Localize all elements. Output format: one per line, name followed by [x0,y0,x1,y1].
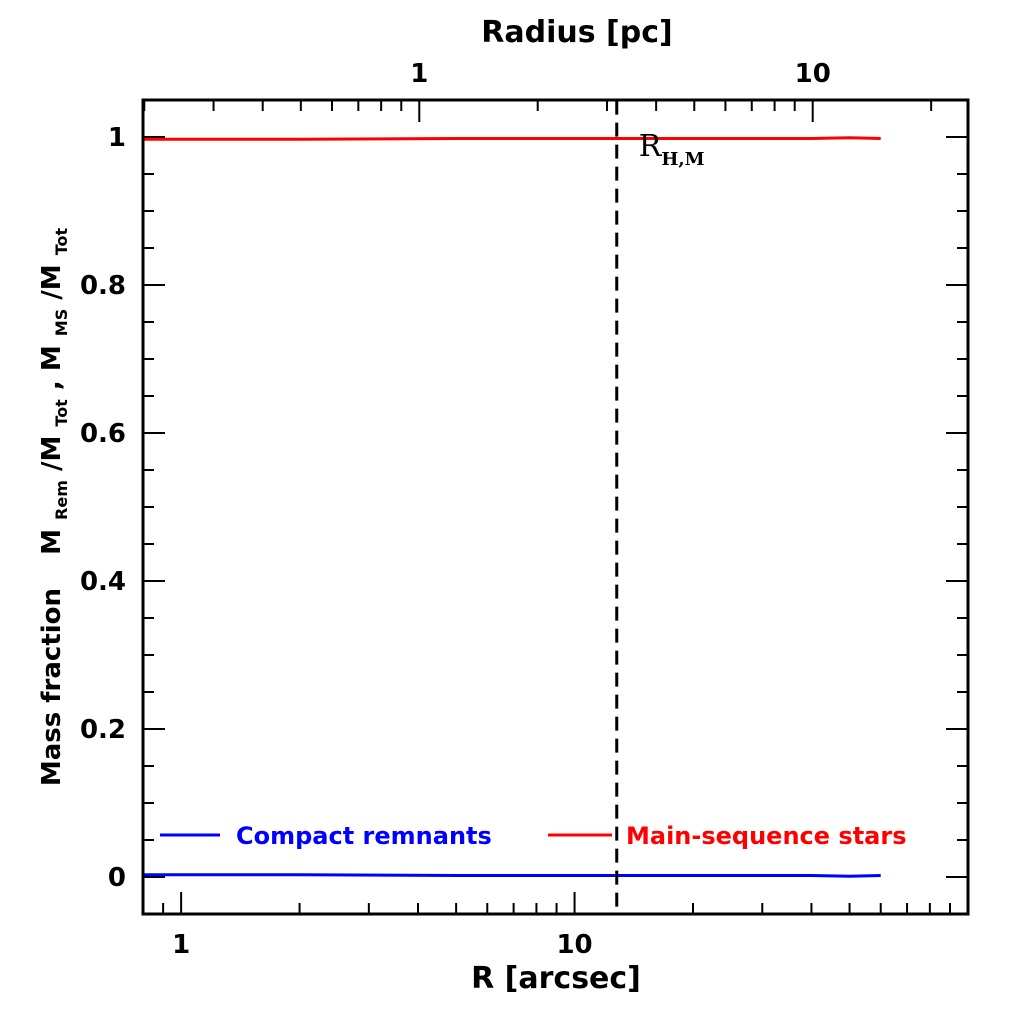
y-axis-label: Mass fraction M Rem /M Tot , M MS /M Tot [37,227,74,786]
y-tick-label: 0.8 [80,271,126,301]
x-tick-labels: 1 10 [172,930,593,960]
y-axis-label-main: Mass fraction [37,588,67,786]
axis-ticks [142,99,969,915]
svg-text:Mass fraction M Re: Mass fraction M Rem /M Tot , M MS /M Tot [37,227,74,786]
y-tick-label: 1 [108,123,126,153]
y-tick-labels: 0 0.2 0.4 0.6 0.8 1 [80,123,126,893]
x2-tick-labels: 1 10 [410,59,831,89]
annotations: RH,M [615,100,705,907]
half-mass-radius-label: RH,M [639,129,705,170]
x2-tick-label: 1 [410,59,428,89]
x-tick-label: 1 [172,930,190,960]
legend-label-1: Main-sequence stars [626,822,906,850]
series-line-1 [143,136,881,141]
x-axis-label: R [arcsec] [471,961,641,996]
series-line-0 [143,873,881,878]
y-tick-label: 0.4 [80,567,126,597]
legend-label-0: Compact remnants [236,822,492,850]
series-lines [143,136,881,878]
x-tick-label: 10 [556,930,592,960]
y-tick-label: 0.2 [80,715,126,745]
plot-frame [141,98,970,916]
x2-axis-label: Radius [pc] [481,15,672,50]
y-tick-label: 0.6 [80,419,126,449]
y-tick-label: 0 [108,863,126,893]
x2-tick-label: 10 [795,59,831,89]
legend: Compact remnants Main-sequence stars [160,822,906,850]
